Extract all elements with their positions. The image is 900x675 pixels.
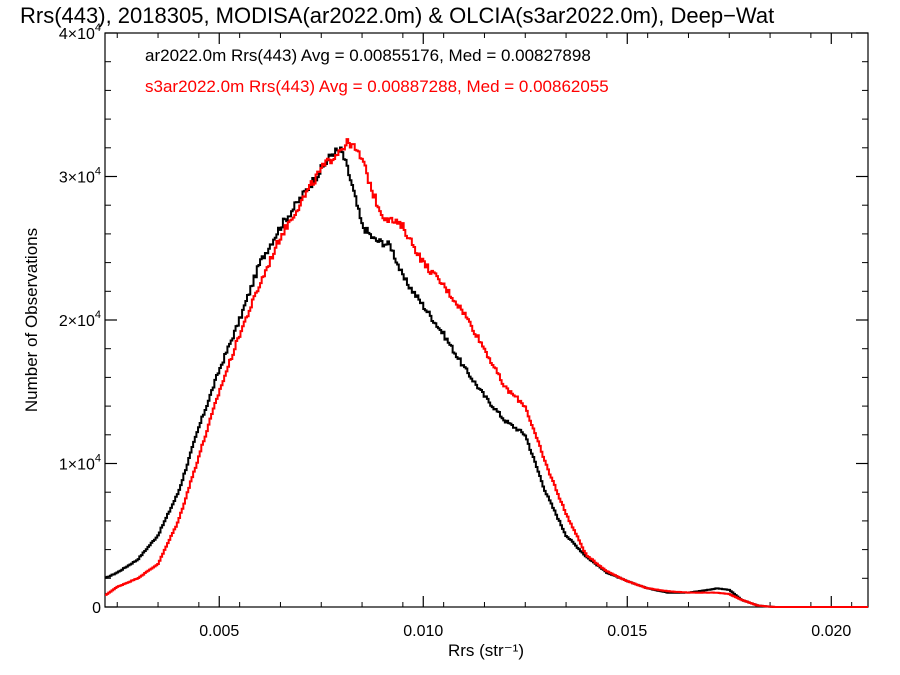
y-tick-label: 1×104 xyxy=(59,453,101,474)
y-tick-label: 0 xyxy=(92,600,101,617)
x-tick-label: 0.005 xyxy=(199,623,239,640)
series-layer xyxy=(105,138,868,608)
y-tick-label: 2×104 xyxy=(59,309,101,330)
x-tick-label: 0.015 xyxy=(607,623,647,640)
y-tick-label: 3×104 xyxy=(59,166,101,187)
y-axis-label: Number of Observations xyxy=(22,228,41,412)
x-axis-label: Rrs (str⁻¹) xyxy=(448,641,524,660)
annotation-black: ar2022.0m Rrs(443) Avg = 0.00855176, Med… xyxy=(145,46,591,65)
annotation-red: s3ar2022.0m Rrs(443) Avg = 0.00887288, M… xyxy=(145,77,609,96)
y-tick-label: 4×104 xyxy=(59,22,101,43)
series-line-red xyxy=(105,138,868,608)
series-line-black xyxy=(105,146,868,608)
x-tick-label: 0.010 xyxy=(403,623,443,640)
chart-title: Rrs(443), 2018305, MODISA(ar2022.0m) & O… xyxy=(20,3,774,28)
x-tick-label: 0.020 xyxy=(811,623,851,640)
axis-ticks: 0.005 0.010 0.015 0.020 0 1×104 2×104 3×104 4×10… xyxy=(59,22,868,640)
